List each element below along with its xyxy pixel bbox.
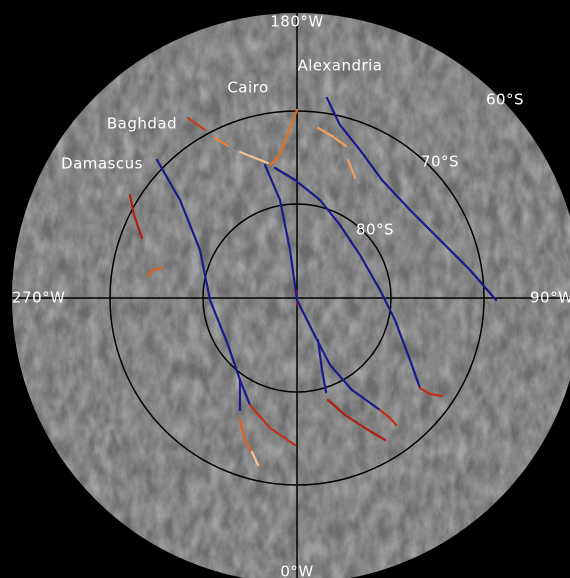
stripe-label: Damascus — [61, 155, 143, 173]
page: {"map": { "longitude_labels": {"top": "1… — [0, 0, 570, 578]
stripe-label: Alexandria — [297, 57, 382, 75]
latitude-label: 80°S — [356, 221, 394, 239]
longitude-label: 270°W — [12, 289, 65, 307]
longitude-label: 0°W — [280, 563, 313, 578]
longitude-label: 180°W — [270, 13, 323, 31]
stripe-label: Cairo — [227, 79, 268, 97]
latitude-label: 70°S — [421, 153, 459, 171]
polar-map: 180°W 0°W 270°W 90°W 60°S 70°S 80°S Alex… — [0, 0, 570, 578]
latitude-label: 60°S — [486, 91, 524, 109]
stripe-label: Baghdad — [107, 115, 177, 133]
longitude-label: 90°W — [530, 289, 570, 307]
